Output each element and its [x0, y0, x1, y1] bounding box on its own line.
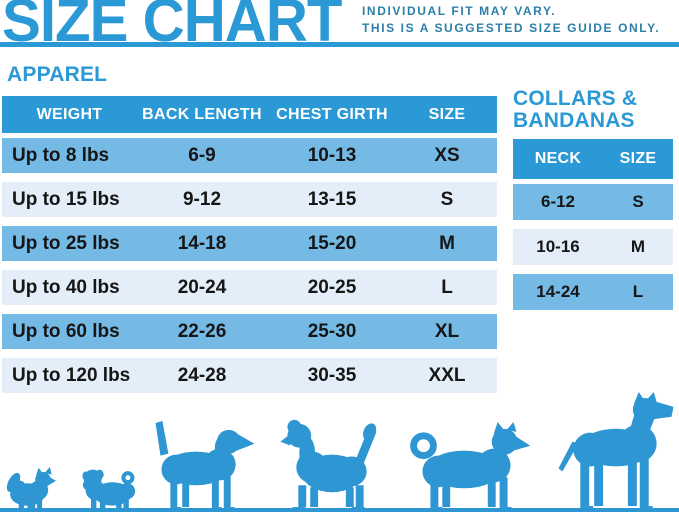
- back-length-cell: 6-9: [188, 145, 216, 166]
- apparel-section-title: APPAREL: [7, 63, 108, 86]
- size-cell: M: [439, 233, 455, 254]
- back-length-cell: 14-18: [177, 233, 227, 254]
- column-header-back-length: BACK LENGTH: [142, 106, 262, 123]
- back-length-cell: 22-26: [177, 321, 227, 342]
- weight-cell: Up to 40 lbs: [12, 277, 120, 298]
- column-header-chest-girth: CHEST GIRTH: [276, 106, 388, 123]
- back-length-cell: 24-28: [177, 365, 227, 386]
- weight-cell: Up to 8 lbs: [12, 145, 110, 166]
- size-cell: L: [441, 277, 453, 298]
- neck-cell: 14-24: [536, 282, 580, 301]
- column-header-size: SIZE: [428, 106, 466, 123]
- back-length-cell: 9-12: [182, 189, 222, 210]
- table-row: Up to 8 lbs 6-9 10-13 XS: [2, 138, 497, 173]
- apparel-table-header: WEIGHT BACK LENGTH CHEST GIRTH SIZE: [2, 96, 497, 133]
- size-cell: S: [440, 189, 454, 210]
- ground-line: [0, 508, 679, 512]
- table-row: Up to 120 lbs 24-28 30-35 XXL: [2, 358, 497, 393]
- pug-silhouette-icon: [80, 466, 138, 511]
- table-row: 14-24 L: [513, 274, 673, 310]
- table-row: 10-16 M: [513, 229, 673, 265]
- size-cell: XL: [434, 321, 460, 342]
- great-dane-silhouette-icon: [552, 392, 678, 511]
- chest-girth-cell: 30-35: [307, 365, 357, 386]
- weight-cell: Up to 60 lbs: [12, 321, 120, 342]
- disclaimer-notes: INDIVIDUAL FIT MAY VARY. THIS IS A SUGGE…: [362, 3, 660, 37]
- disclaimer-line-1: INDIVIDUAL FIT MAY VARY.: [362, 4, 557, 18]
- chest-girth-cell: 10-13: [307, 145, 357, 166]
- chest-girth-cell: 15-20: [307, 233, 357, 254]
- table-row: 6-12 S: [513, 184, 673, 220]
- collars-size-table: NECK SIZE 6-12 S 10-16 M 14-24 L: [513, 139, 673, 310]
- size-cell: L: [632, 282, 644, 301]
- pomeranian-silhouette-icon: [4, 466, 56, 511]
- beagle-silhouette-icon: [150, 420, 256, 511]
- weight-cell: Up to 15 lbs: [12, 189, 120, 210]
- size-cell: XS: [434, 145, 460, 166]
- back-length-cell: 20-24: [177, 277, 227, 298]
- table-row: Up to 15 lbs 9-12 13-15 S: [2, 182, 497, 217]
- size-cell: XXL: [428, 365, 466, 386]
- cocker-spaniel-silhouette-icon: [280, 412, 378, 511]
- header-rule: [0, 42, 679, 47]
- page-title: SIZE CHART: [2, 0, 342, 54]
- apparel-size-table: WEIGHT BACK LENGTH CHEST GIRTH SIZE Up t…: [2, 96, 497, 393]
- weight-cell: Up to 25 lbs: [12, 233, 120, 254]
- chest-girth-cell: 20-25: [307, 277, 357, 298]
- neck-cell: 6-12: [540, 192, 576, 211]
- size-cell: M: [630, 237, 646, 256]
- collars-table-header: NECK SIZE: [513, 139, 673, 179]
- disclaimer-line-2: THIS IS A SUGGESTED SIZE GUIDE ONLY.: [362, 21, 661, 35]
- column-header-size: SIZE: [619, 150, 657, 167]
- chest-girth-cell: 25-30: [307, 321, 357, 342]
- table-row: Up to 25 lbs 14-18 15-20 M: [2, 226, 497, 261]
- collars-section-title: COLLARS & BANDANAS: [513, 87, 638, 132]
- column-header-weight: WEIGHT: [36, 106, 103, 123]
- column-header-neck: NECK: [534, 150, 582, 167]
- table-row: Up to 60 lbs 22-26 25-30 XL: [2, 314, 497, 349]
- weight-cell: Up to 120 lbs: [12, 365, 131, 386]
- neck-cell: 10-16: [536, 237, 580, 256]
- chest-girth-cell: 13-15: [307, 189, 357, 210]
- husky-silhouette-icon: [404, 420, 532, 511]
- table-row: Up to 40 lbs 20-24 20-25 L: [2, 270, 497, 305]
- size-cell: S: [632, 192, 644, 211]
